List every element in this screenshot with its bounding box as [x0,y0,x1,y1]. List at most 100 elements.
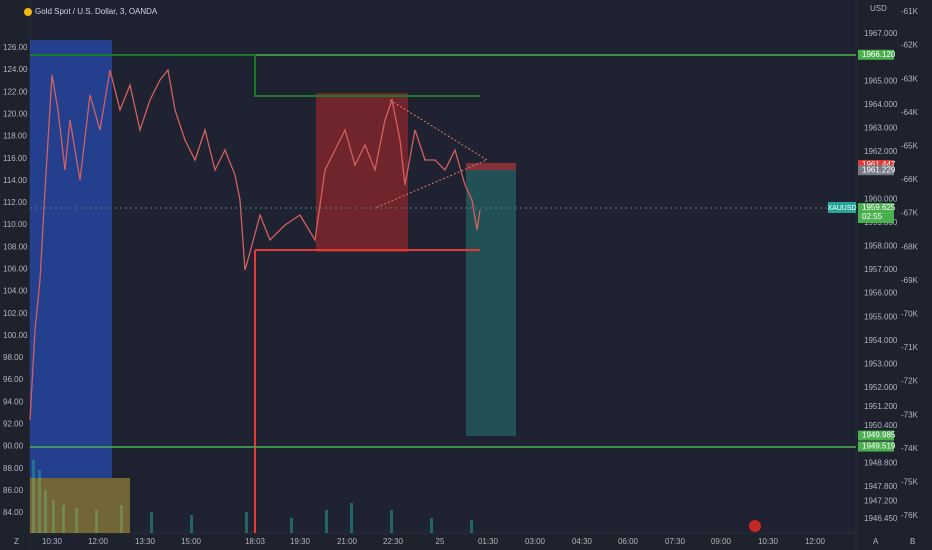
price-badge-label: 1961.447 [862,160,896,169]
time-tick-label: 18:03 [245,537,266,546]
price-badge-label: 1949.985 [862,431,896,440]
time-tick-label: 12:00 [805,537,826,546]
right-tick-label: 1947.200 [864,496,898,505]
volume-tick-label: -67K [901,209,919,218]
left-tick-label: 110.00 [3,220,27,229]
left-tick-label: 116.00 [3,154,27,163]
left-tick-label: 104.00 [3,287,28,296]
volume-tick-label: -68K [901,242,919,251]
price-badge [858,441,894,452]
time-tick-label: 04:30 [572,537,593,546]
right-tick-label: 1960.000 [864,194,898,203]
time-tick-label: 01:30 [478,537,499,546]
price-badge [858,203,894,224]
volume-tick-label: -63K [901,74,919,83]
right-tick-label: 1962.000 [864,147,898,156]
volume-tick-label: -61K [901,7,919,16]
symbol-tag-bg [828,202,856,213]
left-tick-label: 94.00 [3,397,24,406]
left-tick-label: 88.00 [3,464,24,473]
volume-tick-label: -70K [901,310,919,319]
left-tick-label: 112.00 [3,198,27,207]
left-tick-label: 92.00 [3,419,24,428]
volume-tick-label: -65K [901,142,919,151]
left-tick-label: 106.00 [3,265,28,274]
event-icon [749,520,761,532]
time-tick-label: 21:00 [337,537,358,546]
corner-b: B [910,537,915,546]
right-tick-label: 1956.000 [864,289,898,298]
price-badge-label: 1961.229 [862,165,896,174]
price-badge [858,49,894,60]
volume-tick-label: -73K [901,410,919,419]
price-path [29,68,481,421]
price-badge [858,165,894,176]
volume-tick-label: -66K [901,175,919,184]
right-tick-label: 1947.800 [864,482,898,491]
right-tick-label: 1967.000 [864,29,898,38]
plot-area [30,0,856,533]
volume-tick-label: -72K [901,377,919,386]
price-badge [858,430,894,441]
time-tick-label: 03:00 [525,537,546,546]
grid [29,0,857,550]
time-tick-label: 22:30 [383,537,404,546]
left-tick-label: 114.00 [3,176,27,185]
step-line [30,54,480,97]
price-badge [858,160,894,171]
left-tick-label: 100.00 [3,331,28,340]
left-tick-label: 122.00 [3,87,28,96]
price-badge-sub: 02:55 [862,212,883,221]
left-tick-label: 84.00 [3,508,24,517]
left-tick-label: 90.00 [3,442,24,451]
price-badge-label: 1949.519 [862,442,896,451]
volume-tick-label: -69K [901,276,919,285]
left-tick-label: 108.00 [3,242,28,251]
time-tick-label: 15:00 [181,537,202,546]
right-tick-label: 1958.000 [864,242,898,251]
volume-tick-label: -74K [901,444,919,453]
volume-tick-label: -75K [901,478,919,487]
time-tick-label: 19:30 [290,537,311,546]
right-tick-label: 1957.000 [864,265,898,274]
right-tick-label: 1950.400 [864,421,898,430]
corner-a: A [873,537,879,546]
time-tick-label: 12:00 [88,537,109,546]
time-tick-label: 10:30 [42,537,63,546]
right-tick-label: 1946.450 [864,514,898,523]
left-tick-label: 126.00 [3,43,28,52]
volume-tick-label: -76K [901,511,919,520]
stop-zone [466,163,516,170]
symbol-tag: XAUUSD [827,205,856,212]
right-tick-label: 1952.000 [864,383,898,392]
right-tick-label: 1955.000 [864,312,898,321]
left-tick-label: 98.00 [3,353,24,362]
currency: USD [870,4,887,13]
right-tick-label: 1948.800 [864,459,898,468]
left-tick-label: 102.00 [3,309,28,318]
yellow-zone [30,478,130,533]
left-tick-label: 118.00 [3,132,27,141]
right-tick-label: 1954.000 [864,336,898,345]
left-tick-label: 86.00 [3,486,24,495]
right-tick-label: 1965.000 [864,76,898,85]
price-badge-label: 1966.120 [862,50,896,59]
price-badge-label: 1959.625 [862,203,896,212]
time-tick-label: 09:00 [711,537,732,546]
time-tick-label: 10:30 [758,537,779,546]
red-zone [316,93,408,252]
symbol-icon [24,8,32,16]
blue-zone [30,40,112,478]
left-tick-label: 96.00 [3,375,24,384]
volume-tick-label: -62K [901,41,919,50]
time-tick-label: 25 [436,537,445,546]
volume-tick-label: -71K [901,343,919,352]
left-tick-label: 124.00 [3,65,28,74]
volume-tick-label: -64K [901,108,919,117]
right-tick-label: 1963.000 [864,124,898,133]
time-tick-label: 13:30 [135,537,156,546]
right-tick-label: 1953.000 [864,360,898,369]
right-tick-label: 1951.200 [864,402,898,411]
corner-z: Z [14,537,19,546]
